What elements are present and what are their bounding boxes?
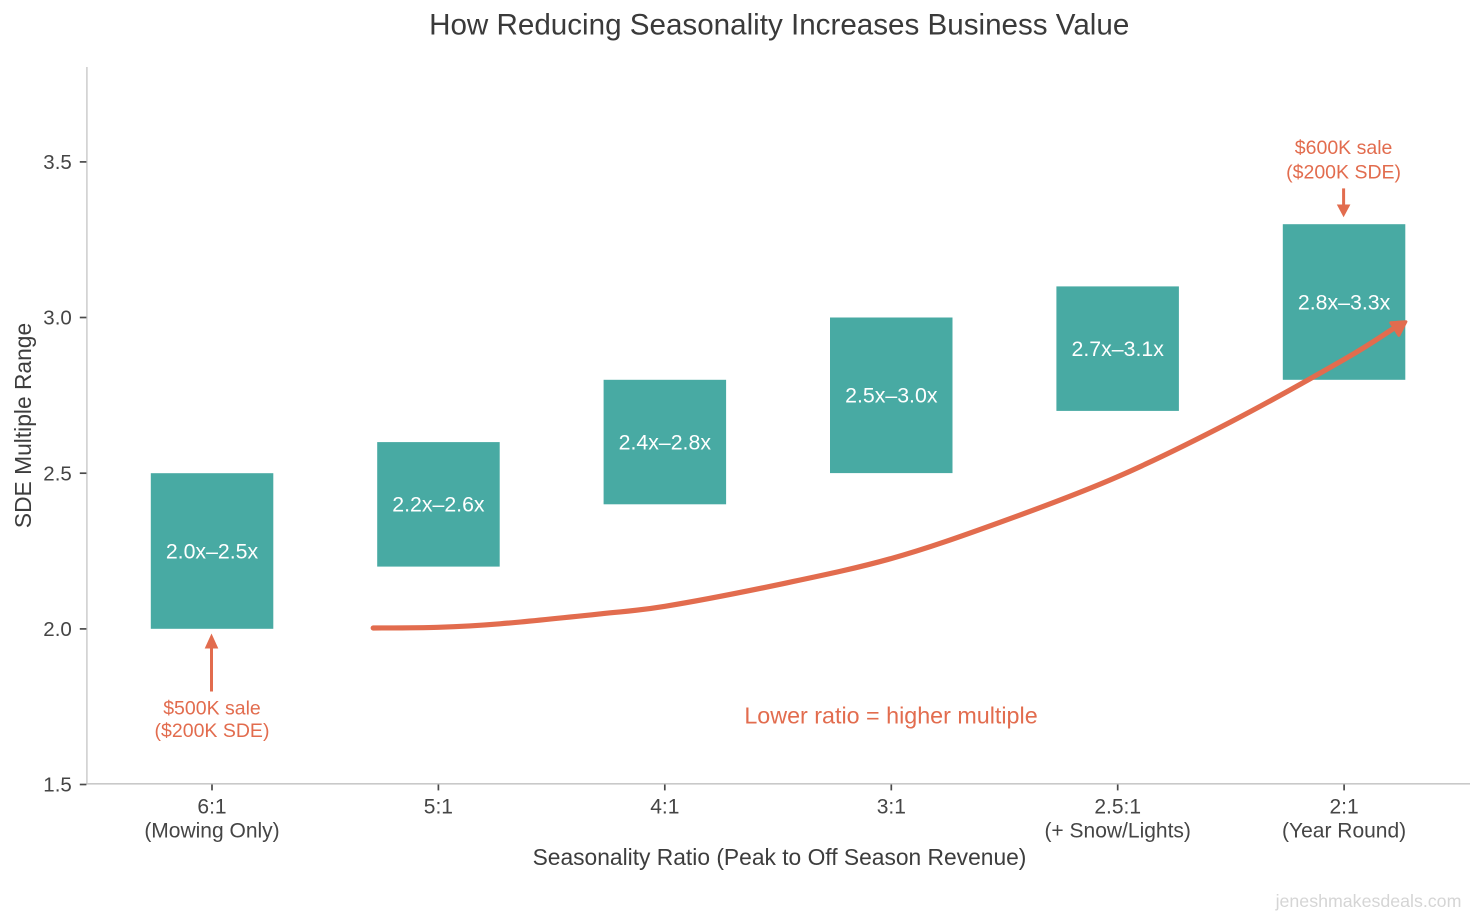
svg-text:(Mowing Only): (Mowing Only) — [144, 820, 279, 843]
svg-text:(Year Round): (Year Round) — [1282, 820, 1406, 843]
svg-text:2:1: 2:1 — [1329, 795, 1358, 818]
svg-text:1.5: 1.5 — [43, 774, 72, 797]
svg-text:2.5:1: 2.5:1 — [1094, 795, 1141, 818]
svg-text:2.0: 2.0 — [43, 618, 72, 641]
svg-text:3.0: 3.0 — [43, 307, 72, 330]
svg-text:2.4x–2.8x: 2.4x–2.8x — [619, 430, 712, 454]
svg-text:3.5: 3.5 — [43, 151, 72, 174]
svg-text:2.8x–3.3x: 2.8x–3.3x — [1298, 290, 1391, 314]
svg-text:4:1: 4:1 — [650, 795, 679, 818]
svg-text:SDE Multiple Range: SDE Multiple Range — [10, 323, 36, 528]
svg-text:2.0x–2.5x: 2.0x–2.5x — [166, 539, 259, 563]
svg-text:Lower ratio = higher multiple: Lower ratio = higher multiple — [744, 703, 1037, 729]
svg-text:2.7x–3.1x: 2.7x–3.1x — [1072, 337, 1165, 361]
svg-text:6:1: 6:1 — [197, 795, 226, 818]
svg-text:($200K SDE): ($200K SDE) — [155, 720, 270, 742]
svg-text:2.2x–2.6x: 2.2x–2.6x — [392, 493, 485, 517]
svg-text:How Reducing Seasonality Incre: How Reducing Seasonality Increases Busin… — [429, 9, 1129, 42]
svg-text:$500K sale: $500K sale — [163, 698, 261, 720]
svg-text:Seasonality Ratio (Peak to Off: Seasonality Ratio (Peak to Off Season Re… — [533, 844, 1027, 870]
svg-text:2.5: 2.5 — [43, 462, 72, 485]
svg-text:$600K sale: $600K sale — [1295, 137, 1393, 159]
svg-text:3:1: 3:1 — [877, 795, 906, 818]
svg-text:jeneshmakesdeals.com: jeneshmakesdeals.com — [1275, 891, 1462, 911]
svg-text:5:1: 5:1 — [424, 795, 453, 818]
svg-text:(+ Snow/Lights): (+ Snow/Lights) — [1044, 820, 1191, 843]
svg-text:2.5x–3.0x: 2.5x–3.0x — [845, 384, 938, 408]
svg-text:($200K SDE): ($200K SDE) — [1286, 161, 1401, 183]
